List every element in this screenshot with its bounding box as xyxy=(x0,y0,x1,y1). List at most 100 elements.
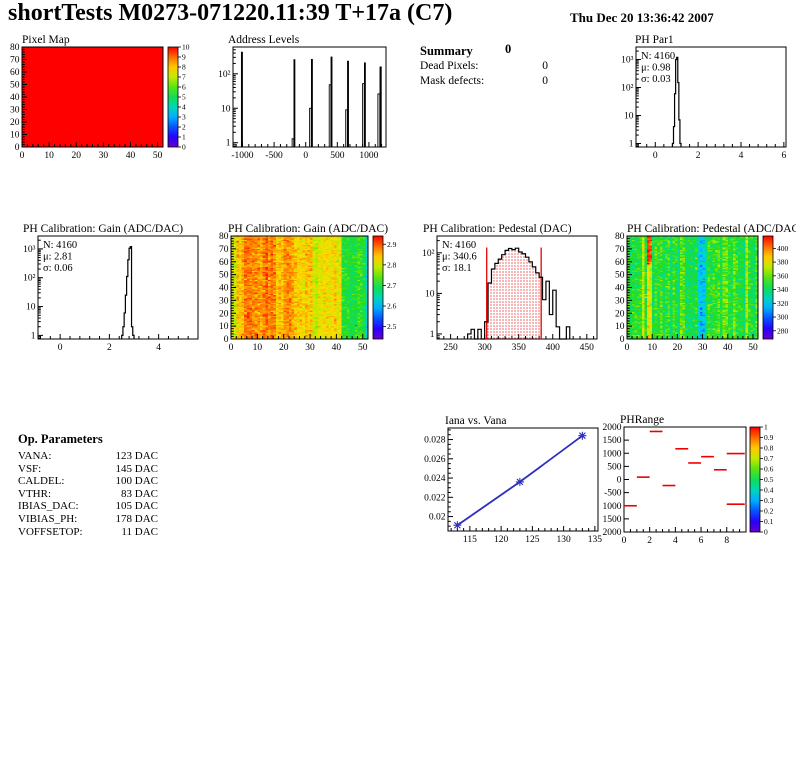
svg-text:80: 80 xyxy=(219,232,229,242)
svg-text:1: 1 xyxy=(764,423,768,432)
svg-text:2.9: 2.9 xyxy=(387,240,397,249)
page-title: shortTests M0273-071220.11:39 T+17a (C7) xyxy=(8,0,453,26)
op-param-value: 100 DAC xyxy=(115,475,158,488)
chart-title: PH Calibration: Pedestal (ADC/DAC xyxy=(627,223,796,235)
op-param-row-caldel: CALDEL: 100 DAC xyxy=(18,475,158,488)
svg-text:20: 20 xyxy=(10,118,20,128)
svg-text:10: 10 xyxy=(615,322,625,332)
svg-text:2: 2 xyxy=(696,151,701,161)
pixel-map-cells xyxy=(22,47,163,147)
op-param-value: 11 DAC xyxy=(121,525,158,538)
svg-text:350: 350 xyxy=(512,343,527,353)
svg-text:N: 4160: N: 4160 xyxy=(43,240,77,251)
iana-vs-vana-plot: 115 120 125 130 135 0.02 0.022 0.024 0.026 0.028 xyxy=(424,427,603,545)
panel-ph-par1: PH Par1 0 2 4 6 1 10 10² 10³ N: 4160 μ: 0.98 σ: 0.… xyxy=(608,34,794,161)
svg-text:320: 320 xyxy=(777,299,789,308)
svg-text:10: 10 xyxy=(44,151,54,161)
svg-text:30: 30 xyxy=(10,106,20,116)
op-param-value: 178 DAC xyxy=(115,512,158,525)
svg-text:10²: 10² xyxy=(23,274,36,284)
svg-text:0.02: 0.02 xyxy=(429,513,446,523)
svg-text:0.1: 0.1 xyxy=(764,517,774,526)
svg-text:4: 4 xyxy=(182,103,186,112)
svg-text:50: 50 xyxy=(153,151,163,161)
svg-text:σ: 18.1: σ: 18.1 xyxy=(442,263,472,274)
svg-text:0: 0 xyxy=(15,143,20,153)
svg-text:2: 2 xyxy=(182,123,186,132)
svg-text:60: 60 xyxy=(219,258,229,268)
svg-text:1000: 1000 xyxy=(603,449,622,459)
svg-text:-500: -500 xyxy=(604,489,622,499)
svg-text:2.7: 2.7 xyxy=(387,281,397,290)
svg-text:10: 10 xyxy=(253,343,263,353)
svg-text:2.5: 2.5 xyxy=(387,322,397,331)
svg-text:2: 2 xyxy=(647,536,652,546)
svg-text:6: 6 xyxy=(699,536,704,546)
svg-text:400: 400 xyxy=(777,244,789,253)
svg-text:10²: 10² xyxy=(621,84,634,94)
svg-text:7: 7 xyxy=(182,73,186,82)
svg-text:10: 10 xyxy=(647,343,657,353)
svg-text:4: 4 xyxy=(156,343,161,353)
chart-title: PH Calibration: Pedestal (DAC) xyxy=(423,223,572,235)
svg-text:2000: 2000 xyxy=(603,528,622,538)
svg-text:20: 20 xyxy=(673,343,683,353)
svg-text:30: 30 xyxy=(698,343,708,353)
svg-text:300: 300 xyxy=(777,313,789,322)
svg-text:120: 120 xyxy=(494,535,509,545)
svg-text:60: 60 xyxy=(615,258,625,268)
summary-total: 0 xyxy=(505,42,512,56)
chart-title: PH Calibration: Gain (ADC/DAC) xyxy=(23,223,184,235)
svg-text:1: 1 xyxy=(182,133,186,142)
svg-text:70: 70 xyxy=(219,245,229,255)
summary-row-value: 0 xyxy=(542,75,548,87)
svg-text:20: 20 xyxy=(279,343,289,353)
summary-header: Summary 0 xyxy=(420,42,560,59)
svg-text:0: 0 xyxy=(182,143,186,152)
op-param-name: VOFFSETOP: xyxy=(18,525,83,538)
svg-text:70: 70 xyxy=(615,245,625,255)
svg-text:σ: 0.03: σ: 0.03 xyxy=(641,74,671,85)
chart-title: Iana vs. Vana xyxy=(445,415,507,427)
svg-text:135: 135 xyxy=(588,535,603,545)
op-param-name: CALDEL: xyxy=(18,475,65,488)
svg-text:10²: 10² xyxy=(218,70,231,80)
svg-text:5: 5 xyxy=(182,93,186,102)
svg-text:0: 0 xyxy=(764,528,768,537)
op-param-name: VSF: xyxy=(18,462,42,475)
op-param-row-ibias-dac: IBIAS_DAC: 105 DAC xyxy=(18,500,158,513)
svg-text:10³: 10³ xyxy=(23,245,36,255)
panel-pedestal-histogram: PH Calibration: Pedestal (DAC) 250 300 350… xyxy=(418,220,606,360)
svg-text:-1000: -1000 xyxy=(231,151,253,161)
svg-text:50: 50 xyxy=(219,271,229,281)
svg-text:6: 6 xyxy=(182,83,186,92)
svg-text:1000: 1000 xyxy=(359,151,378,161)
svg-text:μ: 340.6: μ: 340.6 xyxy=(442,252,477,263)
svg-text:0.024: 0.024 xyxy=(424,474,446,484)
svg-text:50: 50 xyxy=(10,81,20,91)
address-levels-plot: -1000 -500 0 500 1000 1 10 10² xyxy=(218,46,387,161)
svg-text:1: 1 xyxy=(430,330,435,340)
op-param-value: 123 DAC xyxy=(115,450,158,462)
svg-text:0: 0 xyxy=(303,151,308,161)
svg-text:σ: 0.06: σ: 0.06 xyxy=(43,263,73,274)
pedestal-map-plot: 0 10 20 30 40 50 0 10 20 30 40 50 60 70 80 280 300 320 340… xyxy=(615,232,789,353)
panel-phrange: PHRange 0 2 4 6 8 2000 1500 1000 500 0 -500 1000 150… xyxy=(596,408,796,553)
svg-text:20: 20 xyxy=(615,309,625,319)
svg-text:40: 40 xyxy=(723,343,733,353)
op-param-row-vthr: VTHR: 83 DAC xyxy=(18,488,158,501)
svg-text:4: 4 xyxy=(739,151,744,161)
svg-text:-500: -500 xyxy=(265,151,283,161)
op-parameters-title: Op. Parameters xyxy=(18,432,103,446)
svg-text:60: 60 xyxy=(10,68,20,78)
svg-text:0.9: 0.9 xyxy=(764,433,774,442)
summary-row-label: Mask defects: xyxy=(420,75,485,87)
svg-text:8: 8 xyxy=(724,536,729,546)
op-parameters-block: Op. Parameters VANA: 123 DAC VSF: 145 DA… xyxy=(18,430,168,538)
svg-text:360: 360 xyxy=(777,271,789,280)
summary-title: Summary xyxy=(420,44,473,58)
svg-text:20: 20 xyxy=(71,151,81,161)
